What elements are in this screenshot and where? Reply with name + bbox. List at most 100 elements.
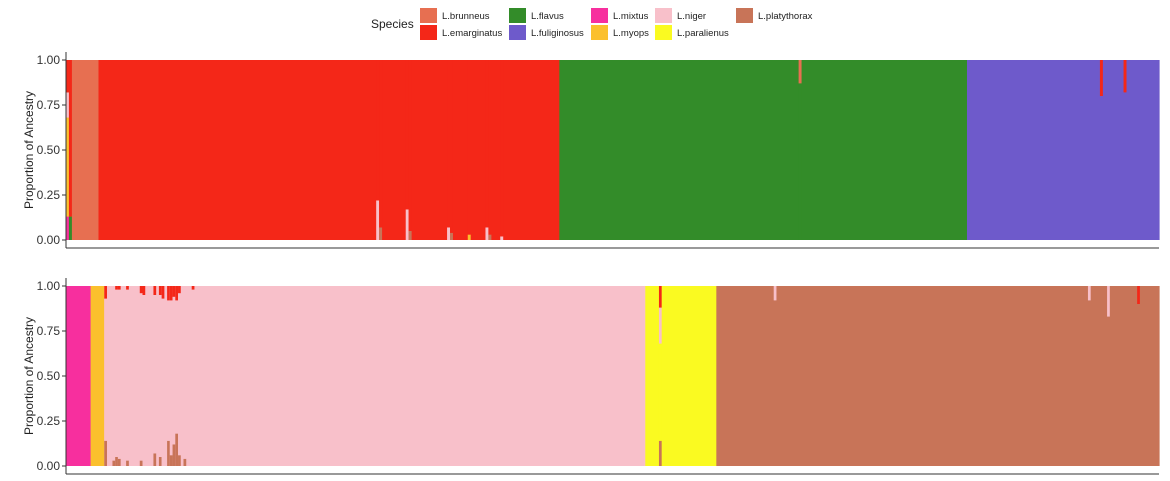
bar-segment-L.niger	[1107, 286, 1110, 317]
bar-segment-L.fuliginosus	[1099, 96, 1103, 240]
bar-segment-L.platythorax	[158, 457, 162, 466]
y-axis-title: Proportion of Ancestry	[22, 91, 36, 209]
panel-top: 0.00 0.25 0.50 0.75 1.00 Proportion of Ancest…	[22, 52, 1160, 249]
bar-block-L.platythorax	[716, 286, 1160, 466]
bar-segment-L.niger	[773, 286, 777, 301]
bar-segment-L.niger	[139, 293, 143, 461]
legend-label-L.fuliginosus: L.fuliginosus	[531, 28, 584, 39]
bar-segment-L.flavus	[68, 216, 72, 240]
bar-segment-L.platythorax	[139, 460, 143, 466]
y-tick-label: 0.75	[37, 324, 61, 338]
bar-segment-L.platythorax	[153, 453, 157, 466]
bar-segment-L.emarginatus	[169, 286, 173, 301]
legend-label-L.niger: L.niger	[677, 11, 706, 22]
bar-segment-L.platythorax	[1107, 316, 1110, 466]
legend-label-L.platythorax: L.platythorax	[758, 11, 813, 22]
bar-segment-L.emarginatus	[1123, 60, 1127, 93]
bar-segment-L.niger	[167, 300, 170, 441]
bar-segment-L.platythorax	[167, 440, 170, 466]
bar-segment-L.platythorax	[175, 433, 179, 466]
bar-segment-L.emarginatus	[172, 286, 176, 297]
bar-segment-L.platythorax	[379, 227, 383, 240]
bar-segment-L.niger	[178, 293, 181, 456]
bar-segment-L.emarginatus	[175, 286, 179, 301]
y-tick-label: 0.75	[37, 98, 61, 112]
bar-segment-L.emarginatus	[447, 60, 451, 228]
legend-label-L.mixtus: L.mixtus	[613, 11, 649, 22]
y-tick-label: 1.00	[37, 279, 61, 293]
bar-segment-L.platythorax	[104, 440, 107, 466]
bar-segment-L.niger	[658, 307, 662, 344]
bar-segment-L.emarginatus	[1137, 286, 1140, 304]
bar-segment-L.platythorax	[178, 455, 181, 466]
y-tick-label: 0.00	[37, 233, 61, 247]
bar-segment-L.fuliginosus	[1123, 92, 1127, 241]
bar-segment-L.emarginatus	[488, 60, 492, 235]
bar-segment-L.emarginatus	[178, 286, 181, 294]
legend: Species L.brunneus L.emarginatus L.flavus L…	[371, 8, 813, 40]
bar-segment-L.emarginatus	[1099, 60, 1103, 96]
bar-segment-L.emarginatus	[167, 286, 170, 301]
y-tick-label: 0.25	[37, 188, 61, 202]
bar-segment-L.niger	[500, 236, 504, 240]
legend-label-L.paralienus: L.paralienus	[677, 28, 729, 39]
bar-segment-L.emarginatus	[500, 60, 504, 237]
y-axis-title: Proportion of Ancestry	[22, 317, 36, 435]
bar-segment-L.niger	[158, 295, 162, 457]
bar-segment-L.emarginatus	[66, 60, 69, 93]
legend-title: Species	[371, 17, 414, 31]
legend-swatch-L.brunneus	[420, 8, 437, 23]
legend-swatch-L.flavus	[509, 8, 526, 23]
bar-segment-L.platythorax	[773, 300, 777, 466]
legend-swatch-L.fuliginosus	[509, 25, 526, 40]
bar-segment-L.niger	[66, 92, 69, 118]
bar-segment-L.niger	[1087, 286, 1091, 301]
legend-label-L.myops: L.myops	[613, 28, 649, 39]
bar-segment-L.brunneus	[798, 60, 802, 84]
bar-block-L.emarginatus	[98, 60, 560, 240]
bar-segment-L.niger	[153, 295, 157, 454]
bar-segment-L.emarginatus	[158, 286, 162, 295]
bar-segment-L.emarginatus	[485, 60, 489, 228]
bar-segment-L.emarginatus	[191, 286, 195, 290]
legend-swatch-L.emarginatus	[420, 25, 437, 40]
bar-segment-L.emarginatus	[658, 286, 662, 308]
bar-segment-L.mixtus	[66, 216, 69, 240]
legend-label-L.brunneus: L.brunneus	[442, 11, 490, 22]
bar-segment-L.emarginatus	[68, 60, 72, 217]
bar-segment-L.emarginatus	[115, 286, 118, 290]
legend-swatch-L.niger	[655, 8, 672, 23]
bar-segment-L.niger	[169, 300, 173, 456]
legend-label-L.emarginatus: L.emarginatus	[442, 28, 502, 39]
y-tick-label: 1.00	[37, 53, 61, 67]
bar-segment-L.platythorax	[183, 458, 187, 466]
bar-segment-L.niger	[104, 298, 107, 441]
bar-segment-L.paralienus	[658, 343, 662, 441]
bar-segment-L.flavus	[798, 83, 802, 241]
bar-segment-L.platythorax	[172, 444, 176, 466]
bar-block-L.paralienus	[645, 286, 717, 466]
bar-segment-L.platythorax	[450, 232, 453, 240]
bar-segment-L.niger	[112, 286, 116, 461]
bar-segment-L.emarginatus	[142, 286, 146, 295]
bar-segment-L.niger	[405, 209, 409, 240]
bar-segment-L.platythorax	[1137, 304, 1140, 466]
bar-segment-L.emarginatus	[104, 286, 107, 299]
bar-segment-L.niger	[115, 289, 118, 457]
bar-segment-L.emarginatus	[405, 60, 409, 210]
bar-segment-L.niger	[161, 298, 165, 466]
bar-segment-L.myops	[66, 117, 69, 217]
bar-segment-L.niger	[172, 296, 176, 445]
bar-block-L.niger	[104, 286, 646, 466]
bar-segment-L.niger	[142, 295, 146, 466]
bar-segment-L.emarginatus	[450, 60, 453, 233]
legend-swatch-L.myops	[591, 25, 608, 40]
bar-segment-L.platythorax	[117, 458, 121, 466]
bar-block-L.myops	[90, 286, 105, 466]
bar-segment-L.platythorax	[488, 234, 492, 240]
legend-label-L.flavus: L.flavus	[531, 11, 564, 22]
bar-segment-L.platythorax	[126, 460, 129, 466]
y-tick-label: 0.00	[37, 459, 61, 473]
bar-segment-L.emarginatus	[139, 286, 143, 294]
